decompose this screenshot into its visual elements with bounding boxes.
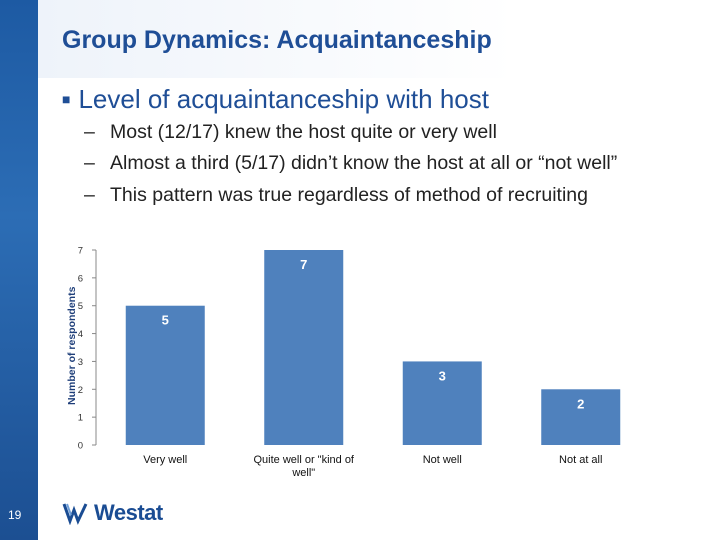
dash-icon: – <box>84 121 95 143</box>
sub-bullet-text: Almost a third (5/17) didn’t know the ho… <box>110 152 618 174</box>
westat-logo: Westat <box>62 498 163 528</box>
sub-bullet: – Most (12/17) knew the host quite or ver… <box>84 121 497 144</box>
x-tick-label: Very well <box>143 454 187 466</box>
main-bullet: ■ Level of acquaintanceship with host <box>62 84 489 115</box>
sub-bullet: – This pattern was true regardless of met… <box>84 184 588 207</box>
dash-icon: – <box>84 184 95 206</box>
square-bullet-icon: ■ <box>62 91 71 107</box>
y-axis-label: Number of respondents <box>66 286 78 405</box>
y-tick-label: 7 <box>78 246 83 257</box>
logo-text: Westat <box>94 500 163 525</box>
y-tick-label: 3 <box>78 357 83 368</box>
bar <box>125 305 205 445</box>
x-tick-label: Not at all <box>559 454 602 466</box>
bar <box>264 250 344 445</box>
y-tick-label: 1 <box>78 413 83 424</box>
x-tick-label: Quite well or "kind of <box>253 454 354 466</box>
y-tick-label: 0 <box>78 441 83 452</box>
sub-bullet-text: This pattern was true regardless of meth… <box>110 184 588 206</box>
y-tick-label: 2 <box>78 385 83 396</box>
sub-bullet: – Almost a third (5/17) didn’t know the h… <box>84 152 617 175</box>
left-accent-strip <box>0 0 38 540</box>
slide-title: Group Dynamics: Acquaintanceship <box>62 26 492 54</box>
header-band <box>38 0 720 78</box>
sub-bullet-text: Most (12/17) knew the host quite or very… <box>110 121 497 143</box>
y-tick-label: 4 <box>78 329 83 340</box>
y-tick-label: 6 <box>78 273 83 284</box>
main-bullet-text: Level of acquaintanceship with host <box>78 84 489 114</box>
x-tick-label: Not well <box>423 454 462 466</box>
bar <box>541 389 621 445</box>
data-label: 2 <box>577 396 584 411</box>
logo-mark-icon <box>62 503 88 525</box>
x-tick-label: well" <box>291 467 315 479</box>
page-number: 19 <box>8 508 22 522</box>
data-label: 5 <box>162 313 169 328</box>
bar <box>402 361 482 445</box>
data-label: 3 <box>439 368 446 383</box>
dash-icon: – <box>84 152 95 174</box>
data-label: 7 <box>300 257 307 272</box>
y-tick-label: 5 <box>78 301 83 312</box>
